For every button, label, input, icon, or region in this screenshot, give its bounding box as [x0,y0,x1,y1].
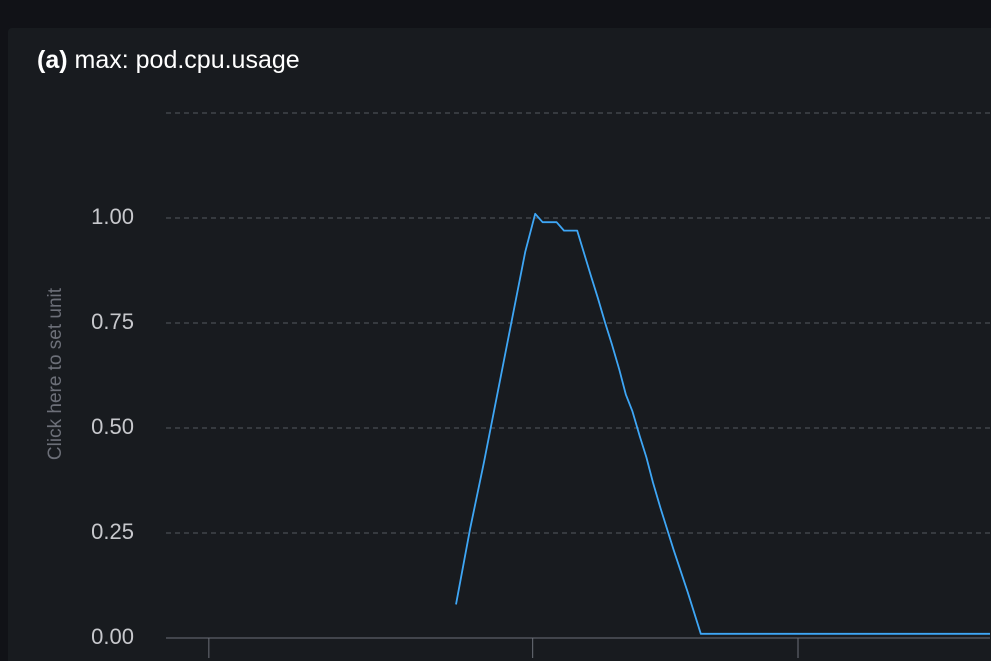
graph-panel [8,28,991,661]
x-axis [166,637,990,658]
series-layer [455,212,990,635]
grid-lines [166,112,990,534]
top-bar [0,0,991,28]
panel-title-text: max: pod.cpu.usage [74,46,300,74]
y-tick-label: 0.00 [91,624,134,649]
y-tick-label: 0.75 [91,309,134,334]
panel-title[interactable]: (a) max: pod.cpu.usage [37,46,300,75]
y-tick-label: 0.25 [91,519,134,544]
series-line[interactable] [455,212,990,635]
panel-title-prefix: (a) [37,46,68,74]
y-tick-labels: 0.00 0.25 0.50 0.75 1.00 [91,204,134,649]
y-tick-label: 1.00 [91,204,134,229]
y-tick-label: 0.50 [91,414,134,439]
